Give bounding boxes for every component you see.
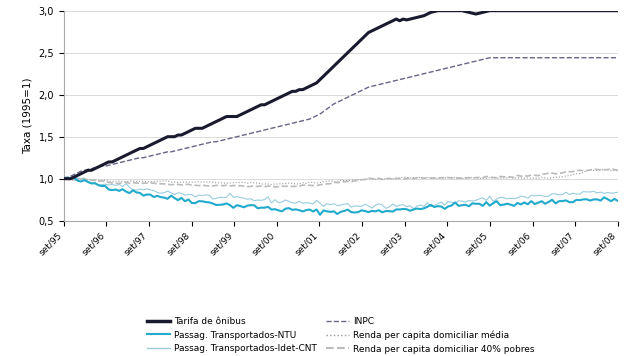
- Y-axis label: Taxa (1995=1): Taxa (1995=1): [23, 78, 32, 154]
- Legend: Tarifa de ônibus, Passag. Transportados-NTU, Passag. Transportados-Idet-CNT, INP: Tarifa de ônibus, Passag. Transportados-…: [143, 313, 538, 356]
